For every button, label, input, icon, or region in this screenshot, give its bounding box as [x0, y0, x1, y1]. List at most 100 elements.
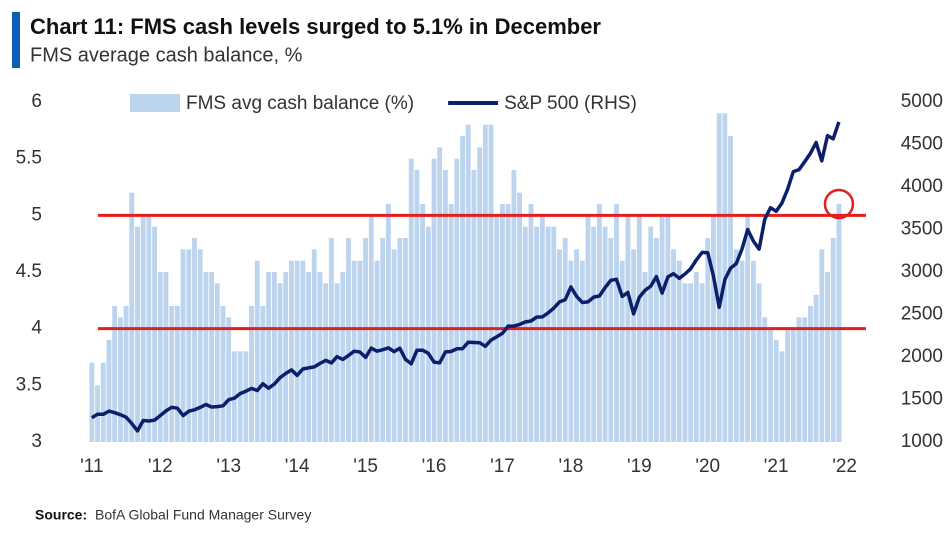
bar [551, 226, 557, 442]
bar [597, 204, 602, 442]
y2-tick-label: 5000 [901, 91, 943, 112]
bar [237, 351, 243, 442]
line [90, 121, 841, 433]
bar [385, 204, 391, 442]
bar [289, 260, 294, 442]
bar [511, 170, 517, 442]
bar [579, 260, 585, 442]
bar [522, 226, 528, 442]
bar [334, 283, 340, 442]
bar [294, 260, 300, 442]
bar [813, 294, 819, 442]
y2-tick-label: 1000 [901, 431, 943, 452]
y2-tick-label: 4000 [901, 176, 943, 197]
bar [500, 204, 505, 442]
bar [773, 340, 779, 442]
bar [243, 351, 249, 442]
bar [631, 249, 637, 442]
bar [654, 238, 659, 442]
bar [448, 204, 454, 442]
bar [796, 317, 802, 442]
bar [614, 204, 619, 442]
x-tick-label: '16 [422, 456, 447, 477]
y-tick-label: 6 [31, 91, 42, 112]
bar [192, 238, 197, 442]
x-tick-label: '13 [216, 456, 241, 477]
legend-label: FMS avg cash balance (%) [186, 93, 414, 114]
source-label: Source: [35, 507, 87, 523]
bar [557, 249, 562, 442]
bar [705, 238, 711, 442]
bar [135, 226, 140, 442]
x-tick-label: '22 [832, 456, 857, 477]
bar [180, 249, 186, 442]
bar [699, 283, 705, 442]
bar [562, 238, 568, 442]
y-tick-label: 3.5 [16, 374, 42, 395]
bar [112, 306, 118, 442]
bar [414, 170, 420, 442]
bar [477, 147, 483, 443]
bar [163, 272, 169, 442]
bar [283, 272, 289, 442]
bar [306, 272, 312, 442]
bar [169, 306, 175, 442]
bar [363, 238, 369, 442]
bar [220, 306, 226, 442]
bar [619, 260, 625, 442]
bar [260, 306, 266, 442]
bar [790, 328, 796, 442]
bar [768, 328, 773, 442]
bar [123, 306, 129, 442]
bar [197, 249, 203, 442]
bar [277, 283, 283, 442]
y-tick-label: 4.5 [16, 261, 42, 282]
highlight-circle [823, 188, 855, 220]
bar [397, 238, 403, 442]
x-tick-label: '21 [764, 456, 789, 477]
bar [671, 249, 676, 442]
bar [186, 249, 192, 442]
bar [505, 204, 511, 442]
bar [443, 170, 448, 442]
bar [317, 272, 323, 442]
bar [830, 238, 836, 442]
x-tick-label: '15 [353, 456, 378, 477]
chart-title: Chart 11: FMS cash levels surged to 5.1%… [30, 14, 601, 39]
title-accent [12, 12, 20, 68]
y2-tick-label: 3500 [901, 219, 943, 240]
bar [328, 238, 334, 442]
bar [836, 204, 842, 442]
x-tick-label: '14 [285, 456, 310, 477]
x-tick-label: '12 [148, 456, 173, 477]
bar [602, 226, 608, 442]
bar [534, 226, 540, 442]
x-tick-label: '17 [490, 456, 515, 477]
bar [568, 260, 574, 442]
bar [266, 272, 272, 442]
bar [728, 136, 733, 442]
bar [323, 283, 329, 442]
bar [214, 283, 220, 442]
bar [346, 238, 351, 442]
bar [340, 272, 346, 442]
y-tick-label: 5.5 [16, 148, 42, 169]
bar [750, 260, 756, 442]
bar [100, 362, 106, 442]
bar [209, 272, 215, 442]
bar [129, 192, 135, 442]
bar [157, 272, 163, 442]
source: BofA Global Fund Manager Survey [95, 507, 311, 523]
bar [807, 306, 813, 442]
chart-subtitle: FMS average cash balance, % [30, 44, 303, 66]
bar [454, 158, 460, 442]
bar [391, 249, 397, 442]
bar [437, 147, 443, 443]
bar [403, 238, 408, 442]
bar [693, 272, 699, 442]
bar [425, 226, 431, 442]
bar [89, 362, 95, 442]
y2-tick-label: 3000 [901, 261, 943, 282]
bar [688, 283, 694, 442]
